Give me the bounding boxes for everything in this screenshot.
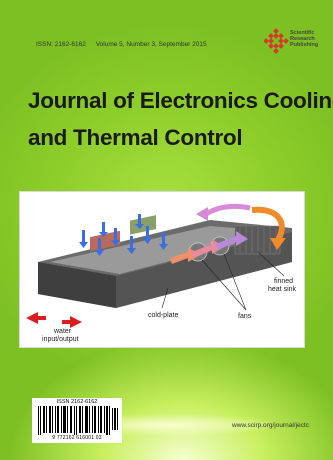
journal-title: Journal of Electronics Cooling and Therm…: [28, 82, 333, 156]
cooling-system-illustration: [26, 203, 292, 328]
water-arrows: [26, 312, 82, 328]
label-leader-lines: [161, 251, 285, 311]
label-input-output: input/output: [42, 336, 79, 343]
issn-volume-line: ISSN: 2162-6162 Volume 5, Number 3, Sept…: [36, 41, 215, 48]
label-heat-sink: heat sink: [268, 286, 297, 293]
cover-figure: finned heat sink fans cold-plate water i…: [19, 191, 305, 348]
chassis-front: [38, 262, 116, 308]
label-cold-plate: cold-plate: [148, 312, 179, 319]
label-fans: fans: [238, 313, 252, 320]
journal-url[interactable]: www.scirp.org/journal/jectc: [232, 422, 309, 429]
barcode: ISSN 2162-6162 9 772162 616001 03: [32, 398, 122, 443]
label-water: water: [54, 328, 72, 335]
journal-title-line2: and Thermal Control: [28, 125, 243, 150]
warm-airflow-arrows: [170, 203, 286, 264]
publisher-logo: Scientific Research Publishing: [263, 28, 326, 54]
label-finned: finned: [274, 278, 294, 285]
component-red: [90, 230, 120, 252]
issn-text: ISSN: 2162-6162: [36, 41, 86, 48]
barcode-digits: 9 772162 616001 03: [52, 435, 102, 441]
cool-airflow-arrows: [79, 214, 168, 256]
barcode-issn: ISSN 2162-6162: [56, 399, 98, 405]
publisher-name: Scientific Research Publishing: [290, 30, 319, 48]
volume-info-text: Volume 5, Number 3, September 2015: [95, 41, 207, 48]
journal-title-line1: Journal of Electronics Cooling: [28, 88, 333, 113]
barcode-bars-icon: [38, 406, 118, 435]
publisher-diamond-icon: [263, 28, 289, 54]
